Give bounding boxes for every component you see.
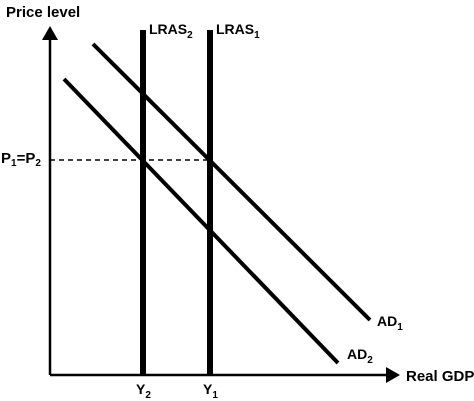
price-p1: P xyxy=(1,150,11,167)
lras2-subscript: 2 xyxy=(187,30,193,41)
y-axis-title: Price level xyxy=(6,4,80,21)
ad2-main: AD xyxy=(347,346,367,362)
x-axis-title: Real GDP xyxy=(406,368,474,385)
y1-label: Y1 xyxy=(203,381,218,401)
lras1-main: LRAS xyxy=(216,21,254,37)
price-p2-subscript: 2 xyxy=(35,158,41,169)
y2-subscript: 2 xyxy=(145,390,151,401)
ad1-subscript: 1 xyxy=(397,322,403,333)
x-axis-arrowhead xyxy=(386,367,400,383)
lras2-label: LRAS2 xyxy=(149,21,193,41)
lras1-subscript: 1 xyxy=(254,30,260,41)
y2-main: Y xyxy=(136,381,146,397)
ad2-curve xyxy=(62,77,340,365)
lras1-label: LRAS1 xyxy=(216,21,260,41)
lras2-main: LRAS xyxy=(149,21,187,37)
price-equals-p2: =P xyxy=(17,150,36,167)
price-p1-subscript: 1 xyxy=(11,158,17,169)
ad1-label: AD1 xyxy=(377,313,403,333)
ad2-label: AD2 xyxy=(347,346,373,366)
ad1-curve xyxy=(91,42,372,322)
ad2-subscript: 2 xyxy=(367,355,373,366)
ad1-main: AD xyxy=(377,313,397,329)
y1-subscript: 1 xyxy=(212,390,218,401)
y1-main: Y xyxy=(203,381,213,397)
price-level-label: P1=P2 xyxy=(1,150,41,169)
y-axis-arrowhead xyxy=(42,26,58,40)
y2-label: Y2 xyxy=(136,381,151,401)
